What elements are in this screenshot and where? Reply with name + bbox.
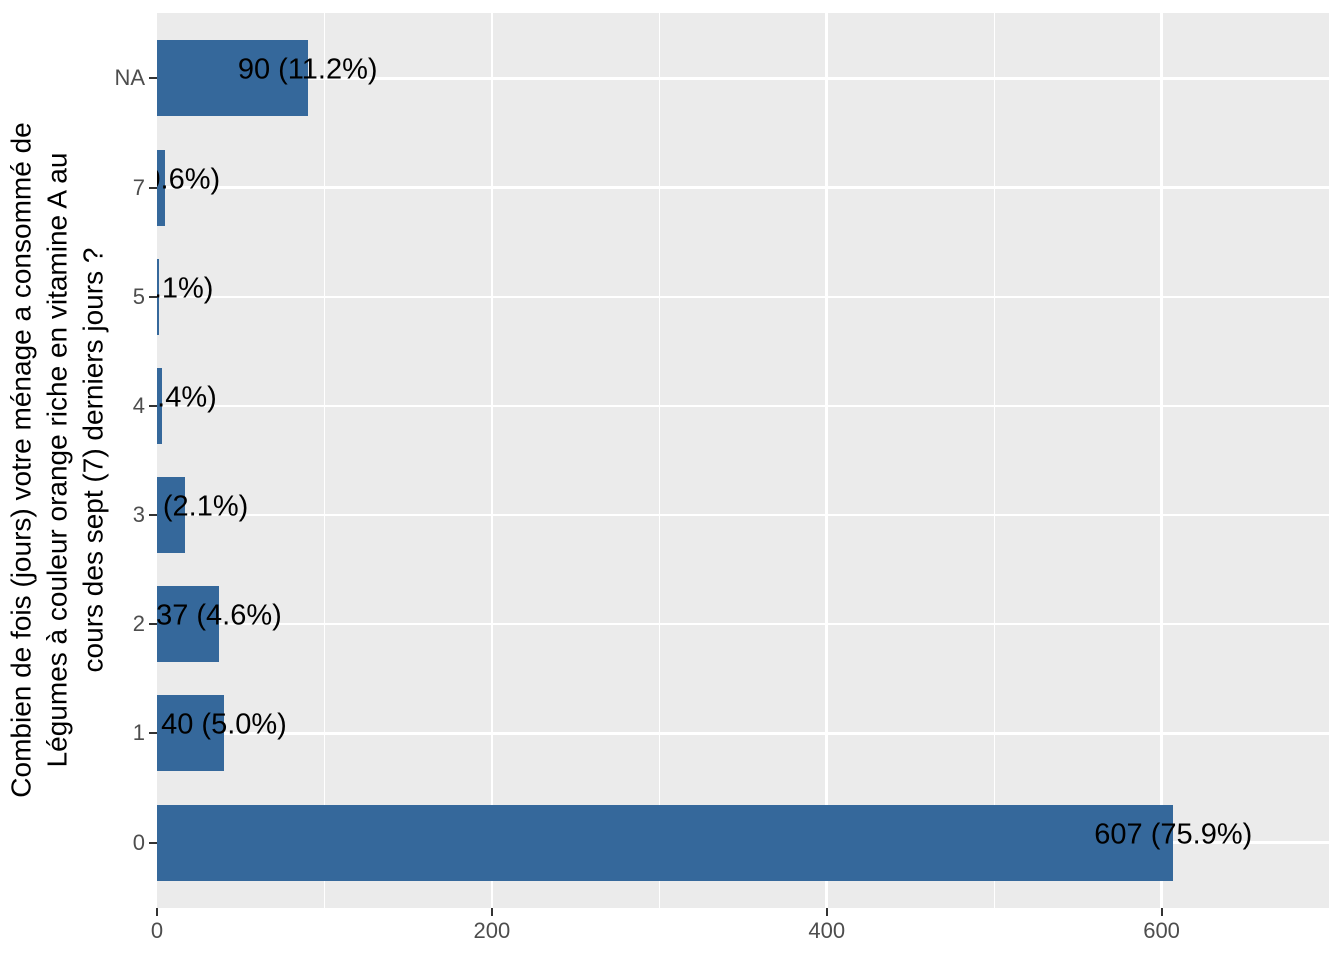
y-tick-label: 4 [132, 392, 145, 418]
x-tick-label: 600 [1143, 918, 1180, 943]
y-tick-label: 5 [132, 283, 145, 309]
x-tick-mark [1160, 908, 1163, 916]
y-tick-mark [149, 514, 157, 517]
bar [157, 367, 163, 444]
category-gridline [157, 77, 1329, 80]
category-gridline [157, 732, 1329, 735]
y-axis-title: Combien de fois (jours) votre ménage a c… [3, 122, 110, 797]
y-tick-mark [149, 623, 157, 626]
y-tick-label: 1 [132, 720, 145, 746]
y-axis-title-line-2: Légumes à couleur orange riche en vitami… [41, 152, 73, 768]
bar [157, 804, 1174, 881]
bar-value-label: 37 (4.6%) [157, 599, 282, 632]
x-tick-label: 400 [808, 918, 846, 943]
minor-gridline [323, 13, 326, 908]
bar-value-label: 607 (75.9%) [1094, 818, 1253, 850]
major-gridline [825, 13, 828, 908]
minor-gridline [993, 13, 995, 908]
bar-value-label: 90 (11.2%) [237, 53, 378, 86]
bar-value-label: 17 (2.1%) [157, 490, 249, 523]
y-tick-label: 7 [132, 174, 145, 200]
x-tick-label: 200 [473, 918, 511, 943]
x-tick-mark [825, 908, 828, 916]
bar [157, 695, 224, 772]
category-gridline [157, 404, 1329, 408]
bar-value-label: 1 (0.1%) [157, 272, 214, 305]
bar-value-label: 3 (0.4%) [157, 381, 217, 414]
x-tick-label: 0 [150, 918, 164, 943]
bar [157, 40, 308, 117]
x-tick-mark [156, 908, 158, 916]
bar [157, 149, 166, 226]
y-tick-label: NA [114, 65, 145, 91]
bar-value-label: 5 (0.6%) [157, 163, 221, 196]
y-tick-mark [149, 77, 157, 80]
bar [157, 477, 186, 554]
bar-value-label: 40 (5.0%) [161, 708, 287, 741]
y-tick-mark [149, 732, 157, 735]
y-tick-mark [149, 295, 157, 298]
y-tick-mark [149, 404, 157, 407]
y-tick-label: 2 [132, 611, 145, 637]
category-gridline [157, 295, 1329, 299]
y-tick-label: 0 [132, 829, 145, 855]
category-gridline [157, 513, 1329, 517]
plot-panel: 90 (11.2%) 5 (0.6%) 1 (0.1%) 3 (0.4%) 17 (2.… [157, 13, 1329, 908]
bar [157, 586, 219, 663]
y-tick-mark [149, 186, 157, 189]
major-gridline [490, 13, 494, 908]
x-tick-mark [490, 908, 493, 916]
bar [157, 258, 159, 335]
y-tick-mark [149, 841, 157, 844]
category-gridline [157, 186, 1329, 189]
category-gridline [157, 622, 1329, 626]
minor-gridline [658, 13, 660, 908]
y-tick-label: 3 [132, 502, 145, 528]
y-axis-title-line-1: Combien de fois (jours) votre ménage a c… [5, 122, 37, 798]
y-axis-title-line-3: cours des sept (7) derniers jours ? [76, 247, 108, 673]
major-gridline [1160, 13, 1163, 908]
